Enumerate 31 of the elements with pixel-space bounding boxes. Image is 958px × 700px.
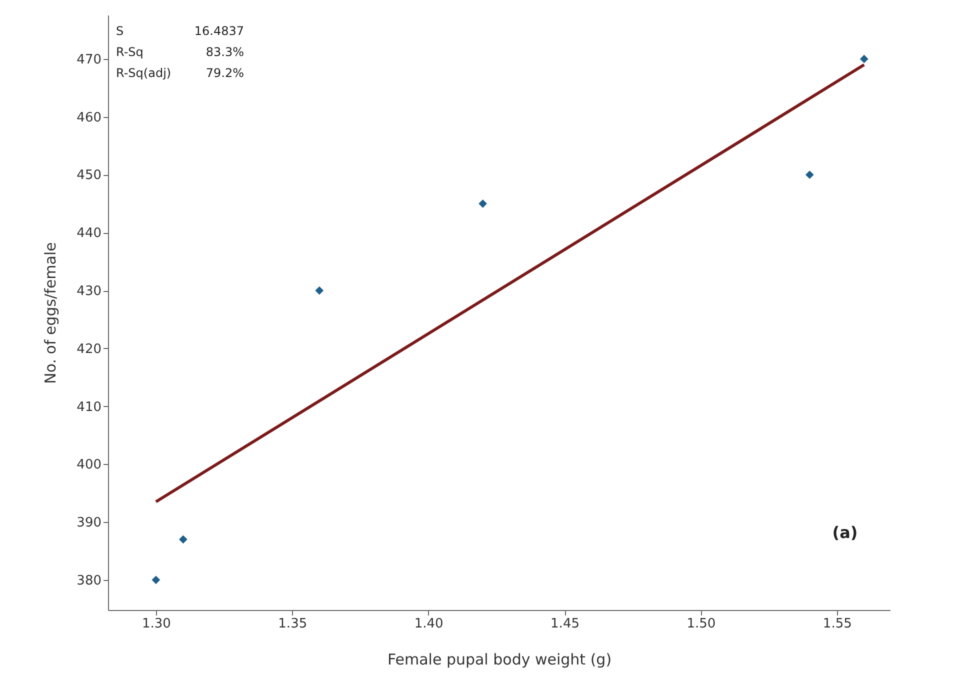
annotation: (a) <box>832 523 858 542</box>
point <box>152 576 160 584</box>
y-axis-title: No. of eggs/female <box>42 242 60 384</box>
y-tick-label: 410 <box>76 400 102 415</box>
x-tick-label: 1.45 <box>550 616 580 632</box>
y-tick-label: 440 <box>76 226 102 242</box>
point <box>315 286 324 295</box>
point <box>860 54 868 64</box>
annotation: S <box>116 24 124 38</box>
y-tick-label: 450 <box>76 168 102 184</box>
x-tick-label: 1.40 <box>414 616 444 632</box>
annotation: R-Sq(adj) <box>116 66 172 80</box>
annotation: 79.2% <box>206 66 244 80</box>
y-tick-label: 470 <box>76 52 102 68</box>
annotation: 16.4837 <box>194 24 244 38</box>
x-tick-label: 1.30 <box>142 616 171 632</box>
x-axis-title: Female pupal body weight (g) <box>387 650 612 668</box>
point <box>478 200 487 208</box>
y-tick-label: 460 <box>76 110 102 126</box>
y-tick-label: 400 <box>76 458 102 473</box>
y-tick-label: 420 <box>76 342 102 357</box>
x-tick-label: 1.55 <box>822 616 852 632</box>
annotation: R-Sq <box>116 45 144 59</box>
point <box>805 170 814 179</box>
y-tick-label: 380 <box>76 573 102 588</box>
y-tick-label: 430 <box>76 284 102 300</box>
x-tick-label: 1.50 <box>686 616 716 632</box>
x-tick-label: 1.35 <box>278 616 308 632</box>
point <box>178 535 188 544</box>
y-tick-label: 390 <box>76 516 102 531</box>
annotation: 83.3% <box>206 45 244 59</box>
